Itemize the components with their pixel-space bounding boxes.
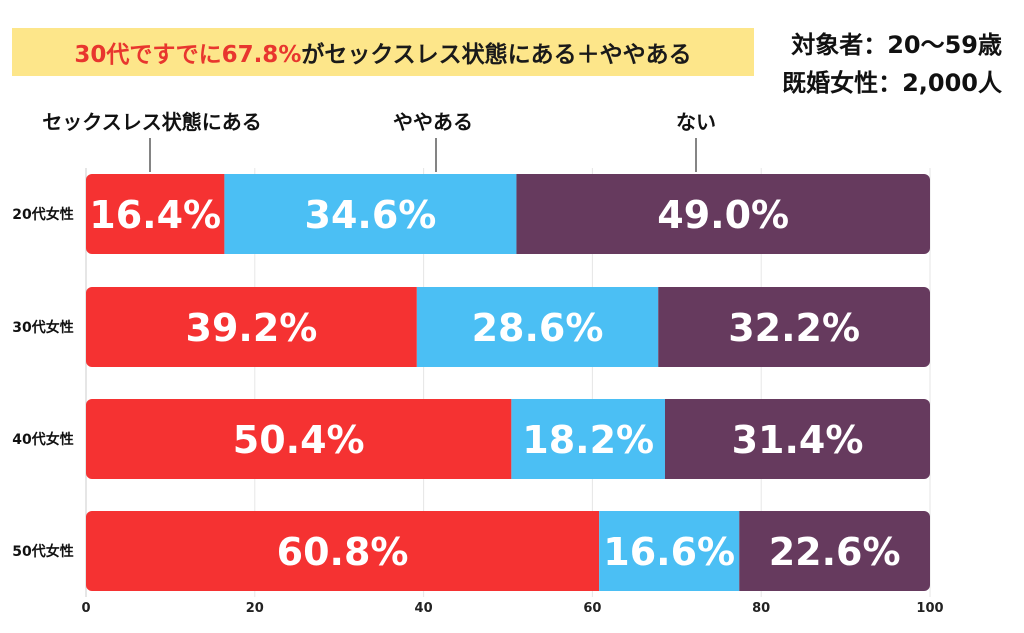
x-tick-label: 40 [415,601,433,616]
survey-sample: 既婚女性：2,000人 [782,69,1002,97]
value-label: 49.0% [657,193,789,237]
category-label: 40代女性 [12,431,73,448]
value-label: 16.4% [89,193,221,237]
survey-target: 対象者：20〜59歳 [791,31,1002,59]
bar-segment [86,287,417,367]
x-tick-label: 0 [81,601,90,616]
x-tick-label: 20 [246,601,264,616]
value-label: 31.4% [732,418,864,462]
value-label: 18.2% [522,418,654,462]
survey-meta: 対象者：20〜59歳 既婚女性：2,000人 [752,26,1002,102]
bar-segment [86,174,225,254]
category-label: 30代女性 [12,319,73,336]
category-label: 20代女性 [12,206,73,223]
legend-label-2: ない [676,110,716,134]
value-label: 50.4% [233,418,365,462]
bar-segment [739,511,930,591]
value-label: 60.8% [277,530,409,574]
legend-label-0: セックスレス状態にある [42,110,261,134]
bar-segment [86,511,600,591]
x-tick-label: 60 [583,601,601,616]
bar-segment [516,174,930,254]
bar-segment [599,511,740,591]
title-highlight: 30代ですでに67.8% [74,42,302,68]
value-label: 34.6% [305,193,437,237]
value-label: 32.2% [728,306,860,350]
bar-segment [511,399,665,479]
chart-title: 30代ですでに67.8% がセックスレス状態にある＋ややある [12,28,754,76]
value-label: 28.6% [472,306,604,350]
value-label: 16.6% [603,530,735,574]
legend-label-1: ややある [393,110,473,134]
category-label: 50代女性 [12,543,73,560]
bar-segment [664,399,930,479]
x-tick-label: 80 [752,601,770,616]
value-label: 22.6% [769,530,901,574]
bar-segment [86,399,512,479]
bar-segment [416,287,659,367]
value-label: 39.2% [186,306,318,350]
bar-segment [224,174,517,254]
x-tick-label: 100 [916,601,943,616]
title-rest: がセックスレス状態にある＋ややある [301,42,692,68]
bar-segment [658,287,930,367]
